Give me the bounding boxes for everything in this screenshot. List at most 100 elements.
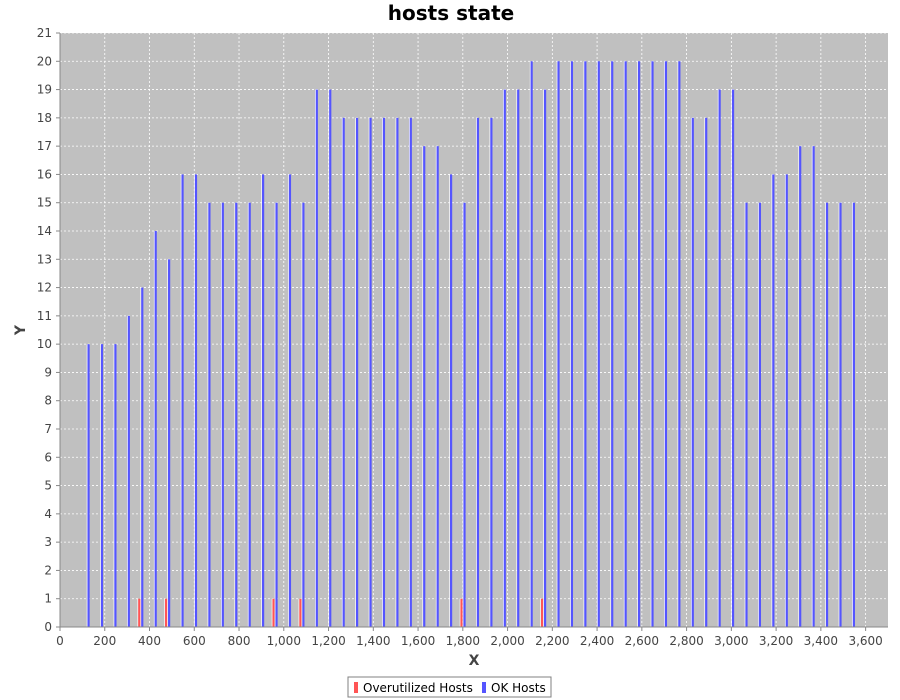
bar-highlight bbox=[570, 61, 572, 628]
bar-highlight bbox=[771, 174, 773, 627]
bar-overutilized bbox=[165, 598, 168, 627]
bar-highlight bbox=[247, 202, 249, 627]
y-tick-label: 3 bbox=[44, 535, 52, 549]
bar-highlight bbox=[476, 117, 478, 627]
bar-highlight bbox=[690, 117, 692, 627]
bar-ok bbox=[637, 61, 641, 628]
x-tick-label: 1,400 bbox=[356, 634, 390, 648]
bar-ok bbox=[785, 174, 788, 627]
bar-ok bbox=[530, 61, 533, 628]
y-axis-label: Y bbox=[13, 324, 29, 336]
bar-highlight bbox=[194, 174, 196, 627]
bar-highlight bbox=[459, 598, 461, 627]
bar-ok bbox=[825, 202, 829, 627]
bar-highlight bbox=[274, 202, 276, 627]
bar-ok bbox=[718, 89, 721, 628]
bar-highlight bbox=[838, 202, 840, 627]
x-tick-label: 2,400 bbox=[580, 634, 614, 648]
bar-highlight bbox=[137, 598, 139, 627]
bar-ok bbox=[557, 61, 560, 628]
bar-ok bbox=[262, 174, 265, 627]
bar-highlight bbox=[113, 344, 115, 627]
bar-ok bbox=[275, 202, 278, 627]
bar-highlight bbox=[583, 61, 585, 628]
bar-ok bbox=[476, 117, 480, 627]
bar-highlight bbox=[610, 61, 612, 628]
y-tick-label: 2 bbox=[44, 563, 52, 577]
x-tick-label: 1,800 bbox=[446, 634, 480, 648]
bar-highlight bbox=[540, 598, 542, 627]
bar-ok bbox=[154, 231, 157, 627]
bar-highlight bbox=[261, 174, 263, 627]
bar-ok bbox=[194, 174, 198, 627]
y-tick-label: 4 bbox=[44, 507, 52, 521]
bar-highlight bbox=[221, 202, 223, 627]
bar-highlight bbox=[502, 89, 504, 628]
bars bbox=[86, 61, 855, 628]
x-tick-label: 3,600 bbox=[848, 634, 882, 648]
bar-ok bbox=[127, 315, 130, 627]
x-tick-label: 1,600 bbox=[401, 634, 435, 648]
y-tick-label: 13 bbox=[37, 252, 52, 266]
bar-highlight bbox=[744, 202, 746, 627]
x-tick-label: 1,200 bbox=[311, 634, 345, 648]
bar-ok bbox=[503, 89, 506, 628]
legend-swatch-ok bbox=[482, 682, 486, 693]
y-tick-label: 6 bbox=[44, 450, 52, 464]
bar-ok bbox=[181, 174, 184, 627]
bar-highlight bbox=[435, 146, 437, 627]
bar-ok bbox=[114, 344, 117, 627]
bar-ok bbox=[745, 202, 748, 627]
bar-ok bbox=[221, 202, 224, 627]
bar-highlight bbox=[298, 598, 300, 627]
bar-ok bbox=[651, 61, 654, 628]
bar-highlight bbox=[489, 117, 491, 627]
bar-ok bbox=[517, 89, 520, 628]
bar-highlight bbox=[650, 61, 652, 628]
legend: Overutilized Hosts OK Hosts bbox=[347, 676, 552, 698]
bar-ok bbox=[382, 117, 386, 627]
bar-highlight bbox=[140, 287, 142, 627]
bar-ok bbox=[168, 259, 171, 627]
bar-highlight bbox=[556, 61, 558, 628]
bar-ok bbox=[436, 146, 439, 627]
bar-ok bbox=[423, 146, 426, 627]
x-tick-label: 600 bbox=[183, 634, 206, 648]
x-tick-label: 3,200 bbox=[759, 634, 793, 648]
bar-highlight bbox=[100, 344, 102, 627]
bar-ok bbox=[624, 61, 627, 628]
y-tick-label: 21 bbox=[37, 26, 52, 40]
bar-ok bbox=[100, 344, 104, 627]
bar-ok bbox=[369, 117, 372, 627]
x-tick-label: 2,800 bbox=[669, 634, 703, 648]
bar-highlight bbox=[301, 202, 303, 627]
y-tick-label: 12 bbox=[37, 281, 52, 295]
y-tick-label: 19 bbox=[37, 83, 52, 97]
bar-ok bbox=[235, 202, 238, 627]
y-tick-label: 20 bbox=[37, 54, 52, 68]
bar-ok bbox=[570, 61, 574, 628]
bar-ok bbox=[208, 202, 211, 627]
bar-highlight bbox=[271, 598, 273, 627]
bar-ok bbox=[772, 174, 775, 627]
bar-ok bbox=[329, 89, 332, 628]
bar-ok bbox=[852, 202, 855, 627]
bar-highlight bbox=[127, 315, 129, 627]
bar-highlight bbox=[315, 89, 317, 628]
bar-ok bbox=[664, 61, 668, 628]
bar-ok bbox=[705, 117, 708, 627]
y-tick-label: 17 bbox=[37, 139, 52, 153]
y-tick-label: 11 bbox=[37, 309, 52, 323]
plot-area bbox=[60, 33, 888, 627]
y-tick-label: 7 bbox=[44, 422, 52, 436]
bar-highlight bbox=[758, 202, 760, 627]
bar-highlight bbox=[153, 231, 155, 627]
bar-highlight bbox=[180, 174, 182, 627]
bar-highlight bbox=[852, 202, 854, 627]
bar-highlight bbox=[623, 61, 625, 628]
y-tick-label: 16 bbox=[37, 167, 52, 181]
chart-title: hosts state bbox=[388, 1, 514, 25]
bar-highlight bbox=[449, 174, 451, 627]
